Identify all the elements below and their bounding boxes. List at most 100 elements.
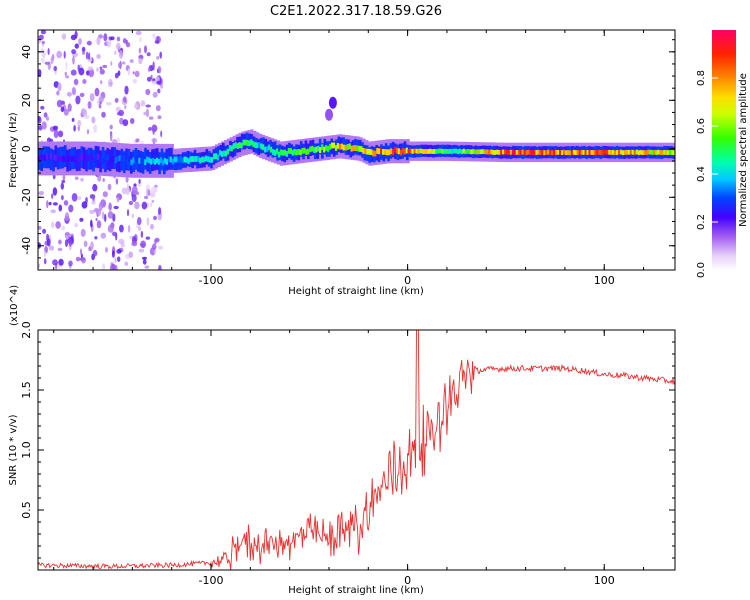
noise-speck <box>79 217 84 222</box>
noise-speck <box>92 183 98 192</box>
ridge-core <box>136 156 139 162</box>
noise-speck <box>56 50 63 59</box>
ridge-core <box>401 148 404 154</box>
ridge-core <box>126 159 129 166</box>
noise-speck <box>99 66 103 70</box>
x-tick-label: 100 <box>594 574 615 587</box>
ridge-core <box>238 142 241 148</box>
noise-speck <box>157 66 162 74</box>
noise-speck <box>110 263 116 270</box>
ridge-core <box>562 149 566 155</box>
ridge-core <box>600 150 603 155</box>
noise-speck <box>40 30 46 35</box>
ridge-core <box>108 158 111 165</box>
ridge-core <box>73 156 76 163</box>
noise-speck <box>129 235 133 240</box>
ridge-core <box>472 149 475 154</box>
y-tick-label: 40 <box>20 45 33 59</box>
colorbar-gradient <box>712 30 736 270</box>
noise-speck <box>84 114 90 119</box>
noise-speck <box>41 121 47 130</box>
y-tick-label: 0.5 <box>20 501 33 519</box>
noise-speck <box>52 259 58 266</box>
noise-speck <box>92 249 98 257</box>
noise-speck <box>132 236 135 243</box>
ridge-core <box>537 149 540 155</box>
ridge-core <box>462 148 465 154</box>
ridge-core <box>321 144 324 151</box>
ridge-core <box>421 149 424 154</box>
ridge-core <box>268 144 271 151</box>
ridge-core <box>395 147 398 154</box>
ridge-core <box>578 149 581 155</box>
noise-speck <box>44 61 50 65</box>
ridge-core <box>330 142 334 149</box>
noise-speck <box>151 199 155 203</box>
noise-speck <box>81 46 86 53</box>
ridge-core <box>65 156 68 163</box>
noise-speck <box>109 124 113 130</box>
ridge-core <box>87 155 90 161</box>
ridge-core <box>584 150 587 155</box>
noise-speck <box>94 87 100 97</box>
noise-speck <box>46 116 49 121</box>
ridge-core <box>209 156 212 163</box>
noise-speck <box>102 178 105 182</box>
ridge-core <box>240 142 243 149</box>
ridge-band <box>122 151 126 174</box>
ridge-core <box>466 149 469 154</box>
noise-speck <box>157 245 164 250</box>
noise-speck <box>96 36 101 46</box>
noise-speck <box>124 261 129 267</box>
noise-speck <box>77 119 82 127</box>
noise-speck <box>60 182 64 190</box>
ridge-core <box>236 143 239 149</box>
noise-speck <box>121 187 127 195</box>
ridge-core <box>625 149 628 155</box>
ridge-band <box>318 138 322 155</box>
ridge-core <box>380 148 383 155</box>
noise-speck <box>134 201 140 210</box>
noise-speck <box>90 219 93 228</box>
ridge-core <box>71 155 74 162</box>
ridge-core <box>281 149 284 156</box>
ridge-core <box>454 148 457 154</box>
ridge-core <box>621 150 625 156</box>
snr-series-line <box>38 330 675 570</box>
ridge-core <box>476 149 479 155</box>
noise-speck <box>135 30 142 36</box>
ridge-core <box>647 149 650 155</box>
ridge-core <box>295 149 298 156</box>
noise-speck <box>71 87 76 96</box>
noise-speck <box>70 233 74 237</box>
ridge-core <box>250 139 253 146</box>
noise-speck <box>145 108 149 118</box>
ridge-core <box>492 150 495 155</box>
ridge-core <box>319 147 322 153</box>
noise-speck <box>48 201 52 206</box>
snr-y-axis-label: SNR (10 * v/v) <box>8 414 19 485</box>
colorbar: 0.0 0.2 0.4 0.6 0.8 Normalized spectral ampl… <box>696 30 749 278</box>
ridge-core <box>645 150 648 155</box>
ridge-core <box>574 150 577 155</box>
noise-speck <box>64 239 69 248</box>
noise-speck <box>129 118 135 124</box>
ridge-core <box>138 157 141 164</box>
ridge-core <box>348 143 351 150</box>
ridge-core <box>266 146 269 152</box>
ridge-core <box>513 150 516 155</box>
ridge-core <box>639 149 642 155</box>
noise-speck <box>79 92 85 98</box>
noise-speck <box>50 56 54 64</box>
ridge-core <box>340 143 343 150</box>
ridge-core <box>285 151 288 157</box>
ridge-core <box>413 148 416 154</box>
ridge-core <box>83 153 86 160</box>
spectrogram-y-axis-label: Frequency (Hz) <box>8 112 19 188</box>
colorbar-label: Normalized spectral amplitude <box>738 73 749 227</box>
ridge-band <box>264 138 268 155</box>
noise-speck <box>75 95 81 105</box>
ridge-core <box>148 157 151 164</box>
noise-speck <box>128 200 134 206</box>
y-tick-label: 1.5 <box>20 381 33 399</box>
